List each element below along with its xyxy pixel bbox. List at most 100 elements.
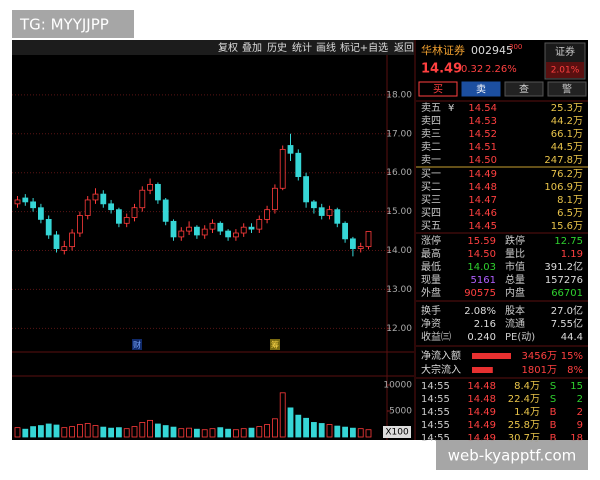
volume-bar [287, 407, 294, 438]
trade-count: 15 [570, 381, 583, 392]
stat-label: 换手 [421, 304, 441, 317]
candle-body [186, 226, 193, 232]
y-tick-label: 17.00 [386, 129, 412, 139]
volume-bar [295, 414, 302, 438]
book-price: 14.50 [468, 155, 497, 166]
book-price: 14.53 [468, 116, 497, 127]
code-sup: 300 [509, 43, 522, 51]
quote-panel: 华林证券 002945300 证券2.01%14.490.32 2.26%买卖查警卖五… [416, 42, 588, 444]
candle-body [295, 152, 302, 178]
stat-value: 14.50 [467, 249, 496, 260]
book-price: 14.47 [468, 195, 497, 206]
volume-bar [193, 428, 200, 438]
sector-change-bg [546, 62, 584, 78]
candle-body [84, 199, 91, 216]
volume-bar [357, 428, 364, 438]
trade-time: 14:55 [421, 394, 450, 405]
flow-pct: 15% [561, 351, 583, 362]
stat-value: 90575 [464, 288, 496, 299]
y-tick-label: 12.00 [386, 324, 412, 334]
book-label: 卖三 [421, 128, 441, 140]
candle-body [256, 218, 263, 230]
candle-body [61, 246, 68, 251]
candle-body [271, 187, 278, 211]
toolbar-item[interactable]: 复权 [218, 41, 238, 54]
trade-time: 14:55 [421, 433, 450, 444]
book-volume: 44.2万 [551, 116, 583, 127]
book-price: 14.49 [468, 169, 497, 180]
toolbar-item[interactable]: 标记 [340, 42, 360, 54]
volume-bar [310, 422, 317, 438]
stat-label: 股本 [505, 304, 525, 317]
volume-bar [147, 419, 154, 438]
stat-value: 0.240 [467, 332, 496, 343]
y-tick-label: 16.00 [386, 168, 412, 178]
volume-bar [170, 426, 177, 438]
stat-label: 内盘 [505, 286, 525, 299]
action-label[interactable]: 卖 [476, 84, 486, 96]
action-label[interactable]: 警 [562, 83, 572, 96]
stock-code: 002945 [471, 44, 513, 57]
candle-body [342, 222, 349, 240]
candle-body [100, 193, 107, 205]
book-label: 卖一 [421, 154, 441, 166]
volume-bar [365, 429, 372, 438]
toolbar-item[interactable]: 历史 [267, 42, 287, 54]
stat-value: 66701 [551, 288, 583, 299]
candle-body [279, 148, 286, 189]
stat-label: 现量 [421, 274, 441, 286]
volume-bar [256, 426, 263, 438]
trade-side: B [550, 420, 557, 431]
trade-price: 14.48 [467, 381, 496, 392]
candle-body [92, 193, 99, 201]
volume-bar [53, 424, 60, 438]
candle-body [287, 145, 294, 154]
toolbar-item[interactable]: 统计 [292, 41, 312, 54]
book-volume: 106.9万 [544, 182, 583, 193]
candle-body [77, 215, 83, 234]
volume-bar [30, 426, 37, 438]
action-button[interactable] [418, 81, 458, 97]
stat-value: 2.16 [474, 319, 496, 330]
action-label[interactable]: 买 [433, 84, 443, 96]
stock-name: 华林证券 [421, 43, 465, 57]
book-volume: 44.5万 [551, 142, 583, 153]
action-label[interactable]: 查 [519, 83, 529, 96]
toolbar-item[interactable]: 返回 [394, 42, 414, 54]
volume-bar [69, 426, 75, 438]
candle-body [365, 231, 372, 248]
volume-bar [77, 424, 83, 438]
trade-side: B [550, 433, 557, 444]
volume-bar [178, 428, 185, 438]
action-button[interactable] [461, 81, 501, 97]
volume-bar [209, 428, 216, 438]
candle-body [248, 226, 255, 230]
stat-value: 5161 [471, 275, 496, 286]
candle-body [225, 230, 232, 238]
toolbar-item[interactable]: 画线 [316, 41, 336, 54]
volume-bar [342, 426, 349, 438]
ask-marker: ¥ [448, 103, 454, 114]
stat-value: 1.19 [561, 249, 583, 260]
event-marker[interactable]: 筹 [271, 340, 279, 350]
volume-bar [232, 429, 239, 438]
watermark: web-kyapptf.com [448, 447, 577, 465]
candle-body [147, 183, 154, 191]
book-volume: 247.8万 [544, 155, 583, 166]
toolbar-item[interactable]: +自选 [360, 41, 388, 54]
candle-body [178, 230, 185, 238]
trade-time: 14:55 [421, 407, 450, 418]
unit-box [383, 426, 411, 438]
app-bg [12, 40, 588, 440]
sector-name[interactable]: 证券 [555, 45, 575, 58]
action-button[interactable] [504, 81, 544, 97]
candle-body [53, 234, 60, 249]
event-marker[interactable]: 财 [133, 340, 141, 350]
volume-bar [303, 417, 310, 438]
stat-value: 157276 [545, 275, 583, 286]
toolbar-item[interactable]: 叠加 [242, 42, 262, 54]
book-label: 卖四 [421, 115, 441, 127]
action-button[interactable] [547, 81, 587, 97]
stat-value: 27.0亿 [551, 304, 583, 317]
